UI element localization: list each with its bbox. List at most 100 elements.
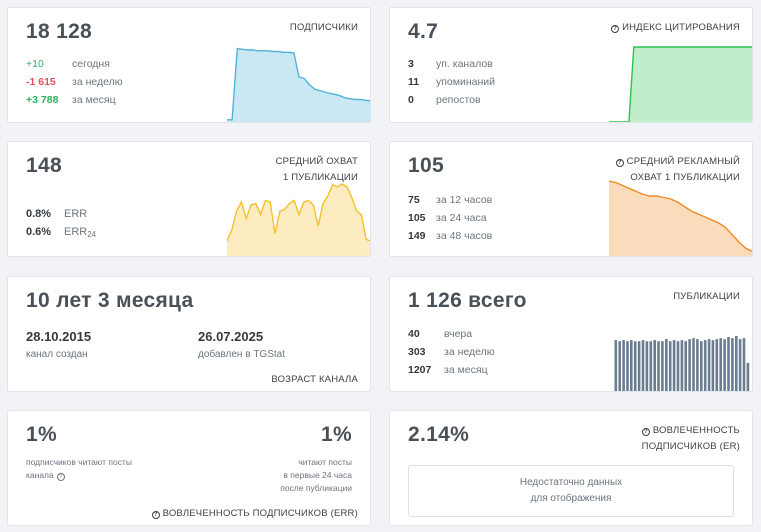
publications-bar [622, 340, 625, 391]
info-icon[interactable]: ? [56, 473, 65, 481]
er-caption: ? ВОВЛЕЧЕННОСТЬ ПОДПИСЧИКОВ (ER) [641, 425, 740, 452]
err-left-value: 1% [26, 423, 57, 446]
added-label: добавлен в TGStat [198, 349, 286, 360]
subscribers-card[interactable]: 18 128 ПОДПИСЧИКИ +10 сегодня -1 615 за не… [7, 7, 371, 123]
publications-bar [630, 340, 633, 391]
avg-reach-chart [227, 183, 370, 256]
err-stats: 0.8% ERR 0.6% ERR24 [26, 205, 96, 244]
stat-week-label: за неделю [72, 76, 123, 88]
stat-today-label: сегодня [72, 58, 110, 70]
publications-bar [618, 341, 621, 391]
publications-bar [707, 339, 711, 391]
stat-pub-week-label: за неделю [444, 346, 495, 358]
publications-bar [696, 339, 699, 391]
publications-bar [723, 339, 726, 391]
publications-stats: 40 вчера 303 за неделю 1207 за месяц [408, 325, 495, 379]
stat-channels-label: уп. каналов [436, 58, 493, 70]
no-data-placeholder: Недостаточно данных для отображения [408, 465, 734, 517]
err-left-label: подписчиков читают посты канала? [26, 457, 132, 481]
added-date: 26.07.2025 [198, 329, 264, 344]
stat-48h-label: за 48 часов [436, 230, 493, 242]
publications-bar [665, 339, 668, 391]
publications-bar [692, 338, 695, 391]
subscribers-series-area [227, 48, 370, 122]
question-icon[interactable]: ? [611, 25, 620, 33]
publications-card[interactable]: 1 126 всего ПУБЛИКАЦИИ 40 вчера 303 за нед… [389, 276, 753, 392]
stat-month-label: за месяц [72, 94, 116, 106]
publications-caption: ПУБЛИКАЦИИ [673, 291, 740, 302]
stat-24h-value: 105 [408, 212, 426, 224]
stat-pub-week-value: 303 [408, 346, 426, 358]
stat-reposts-label: репостов [436, 94, 481, 106]
err-engagement-card[interactable]: 1% подписчиков читают посты канала? 1% ч… [7, 410, 371, 526]
stat-yesterday-label: вчера [444, 328, 473, 340]
stat-reposts-value: 0 [408, 94, 414, 106]
citation-stats: 3 уп. каналов 11 упоминаний 0 репостов [408, 55, 495, 109]
subscribers-chart [227, 47, 370, 122]
ad-reach-card[interactable]: 105 ? СРЕДНИЙ РЕКЛАМНЫЙ ОХВАТ 1 ПУБЛИКАЦИИ… [389, 141, 753, 257]
subscribers-caption: ПОДПИСЧИКИ [289, 22, 358, 33]
channel-age-card[interactable]: 10 лет 3 месяца 28.10.2015 канал создан … [7, 276, 371, 392]
stat-yesterday-value: 40 [408, 328, 420, 340]
question-icon[interactable]: ? [151, 511, 160, 519]
created-label: канал создан [26, 349, 88, 360]
err24-value: 0.6% [26, 226, 52, 238]
avg-reach-series-area [227, 184, 370, 256]
subscribers-count: 18 128 [26, 20, 93, 43]
publications-bar [746, 362, 750, 391]
avg-reach-series-line [227, 183, 370, 242]
publications-bar [649, 341, 653, 391]
stat-pub-month-value: 1207 [408, 364, 432, 376]
stat-pub-month-label: за месяц [444, 364, 488, 376]
publications-bar [645, 341, 649, 391]
publications-bar [715, 339, 719, 391]
stat-mentions-value: 11 [408, 76, 420, 88]
publications-bar [637, 341, 641, 391]
ad-reach-caption: ? СРЕДНИЙ РЕКЛАМНЫЙ ОХВАТ 1 ПУБЛИКАЦИИ [615, 154, 740, 186]
citation-card[interactable]: 4.7 ? ИНДЕКС ЦИТИРОВАНИЯ 3 уп. каналов 11 у… [389, 7, 753, 123]
err-label: ERR [64, 208, 88, 220]
channel-age-value: 10 лет 3 месяца [26, 289, 194, 312]
err-caption: ? ВОВЛЕЧЕННОСТЬ ПОДПИСЧИКОВ (ERR) [151, 508, 358, 519]
er-engagement-card[interactable]: 2.14% ? ВОВЛЕЧЕННОСТЬ ПОДПИСЧИКОВ (ER) Нед… [389, 410, 753, 526]
publications-bar [735, 336, 738, 391]
citation-caption: ? ИНДЕКС ЦИТИРОВАНИЯ [611, 20, 740, 36]
publications-bar [672, 340, 676, 391]
publications-bar [711, 340, 715, 391]
citation-series-line [609, 46, 752, 122]
publications-bar [626, 341, 629, 391]
err-right-value: 1% [321, 423, 352, 446]
err-right-label: читают посты в первые 24 часа после публ… [280, 457, 352, 493]
publications-bar [731, 338, 734, 391]
avg-reach-value: 148 [26, 154, 62, 177]
ad-reach-chart [609, 180, 752, 256]
ad-reach-series-area [609, 181, 752, 256]
publications-bar [657, 341, 660, 391]
stat-month-value: +3 788 [26, 94, 59, 106]
err24-label: ERR24 [64, 226, 97, 239]
publications-bar [727, 337, 730, 391]
stat-channels-value: 3 [408, 58, 414, 70]
publications-bar [676, 341, 680, 391]
question-icon[interactable]: ? [615, 159, 624, 167]
avg-reach-card[interactable]: 148 СРЕДНИЙ ОХВАТ 1 ПУБЛИКАЦИИ 0.8% ERR 0.… [7, 141, 371, 257]
stat-12h-value: 75 [408, 194, 420, 206]
ad-reach-value: 105 [408, 154, 444, 177]
stat-24h-label: за 24 часа [436, 212, 487, 224]
er-value: 2.14% [408, 423, 470, 446]
publications-total: 1 126 всего [408, 289, 527, 312]
stat-mentions-label: упоминаний [436, 76, 496, 88]
subscribers-stats: +10 сегодня -1 615 за неделю +3 788 за меся… [26, 55, 123, 109]
channel-age-caption: ВОЗРАСТ КАНАЛА [271, 374, 358, 385]
publications-bar [680, 340, 684, 391]
publications-bar [668, 341, 672, 391]
question-icon[interactable]: ? [641, 428, 650, 436]
err-value: 0.8% [26, 208, 52, 220]
publications-bar [641, 340, 645, 391]
stat-week-value: -1 615 [26, 76, 56, 88]
avg-reach-caption: СРЕДНИЙ ОХВАТ 1 ПУБЛИКАЦИИ [275, 156, 358, 183]
publications-bar [703, 340, 707, 391]
publications-chart [614, 336, 750, 391]
publications-bar [684, 341, 687, 391]
stat-today-value: +10 [26, 58, 44, 70]
